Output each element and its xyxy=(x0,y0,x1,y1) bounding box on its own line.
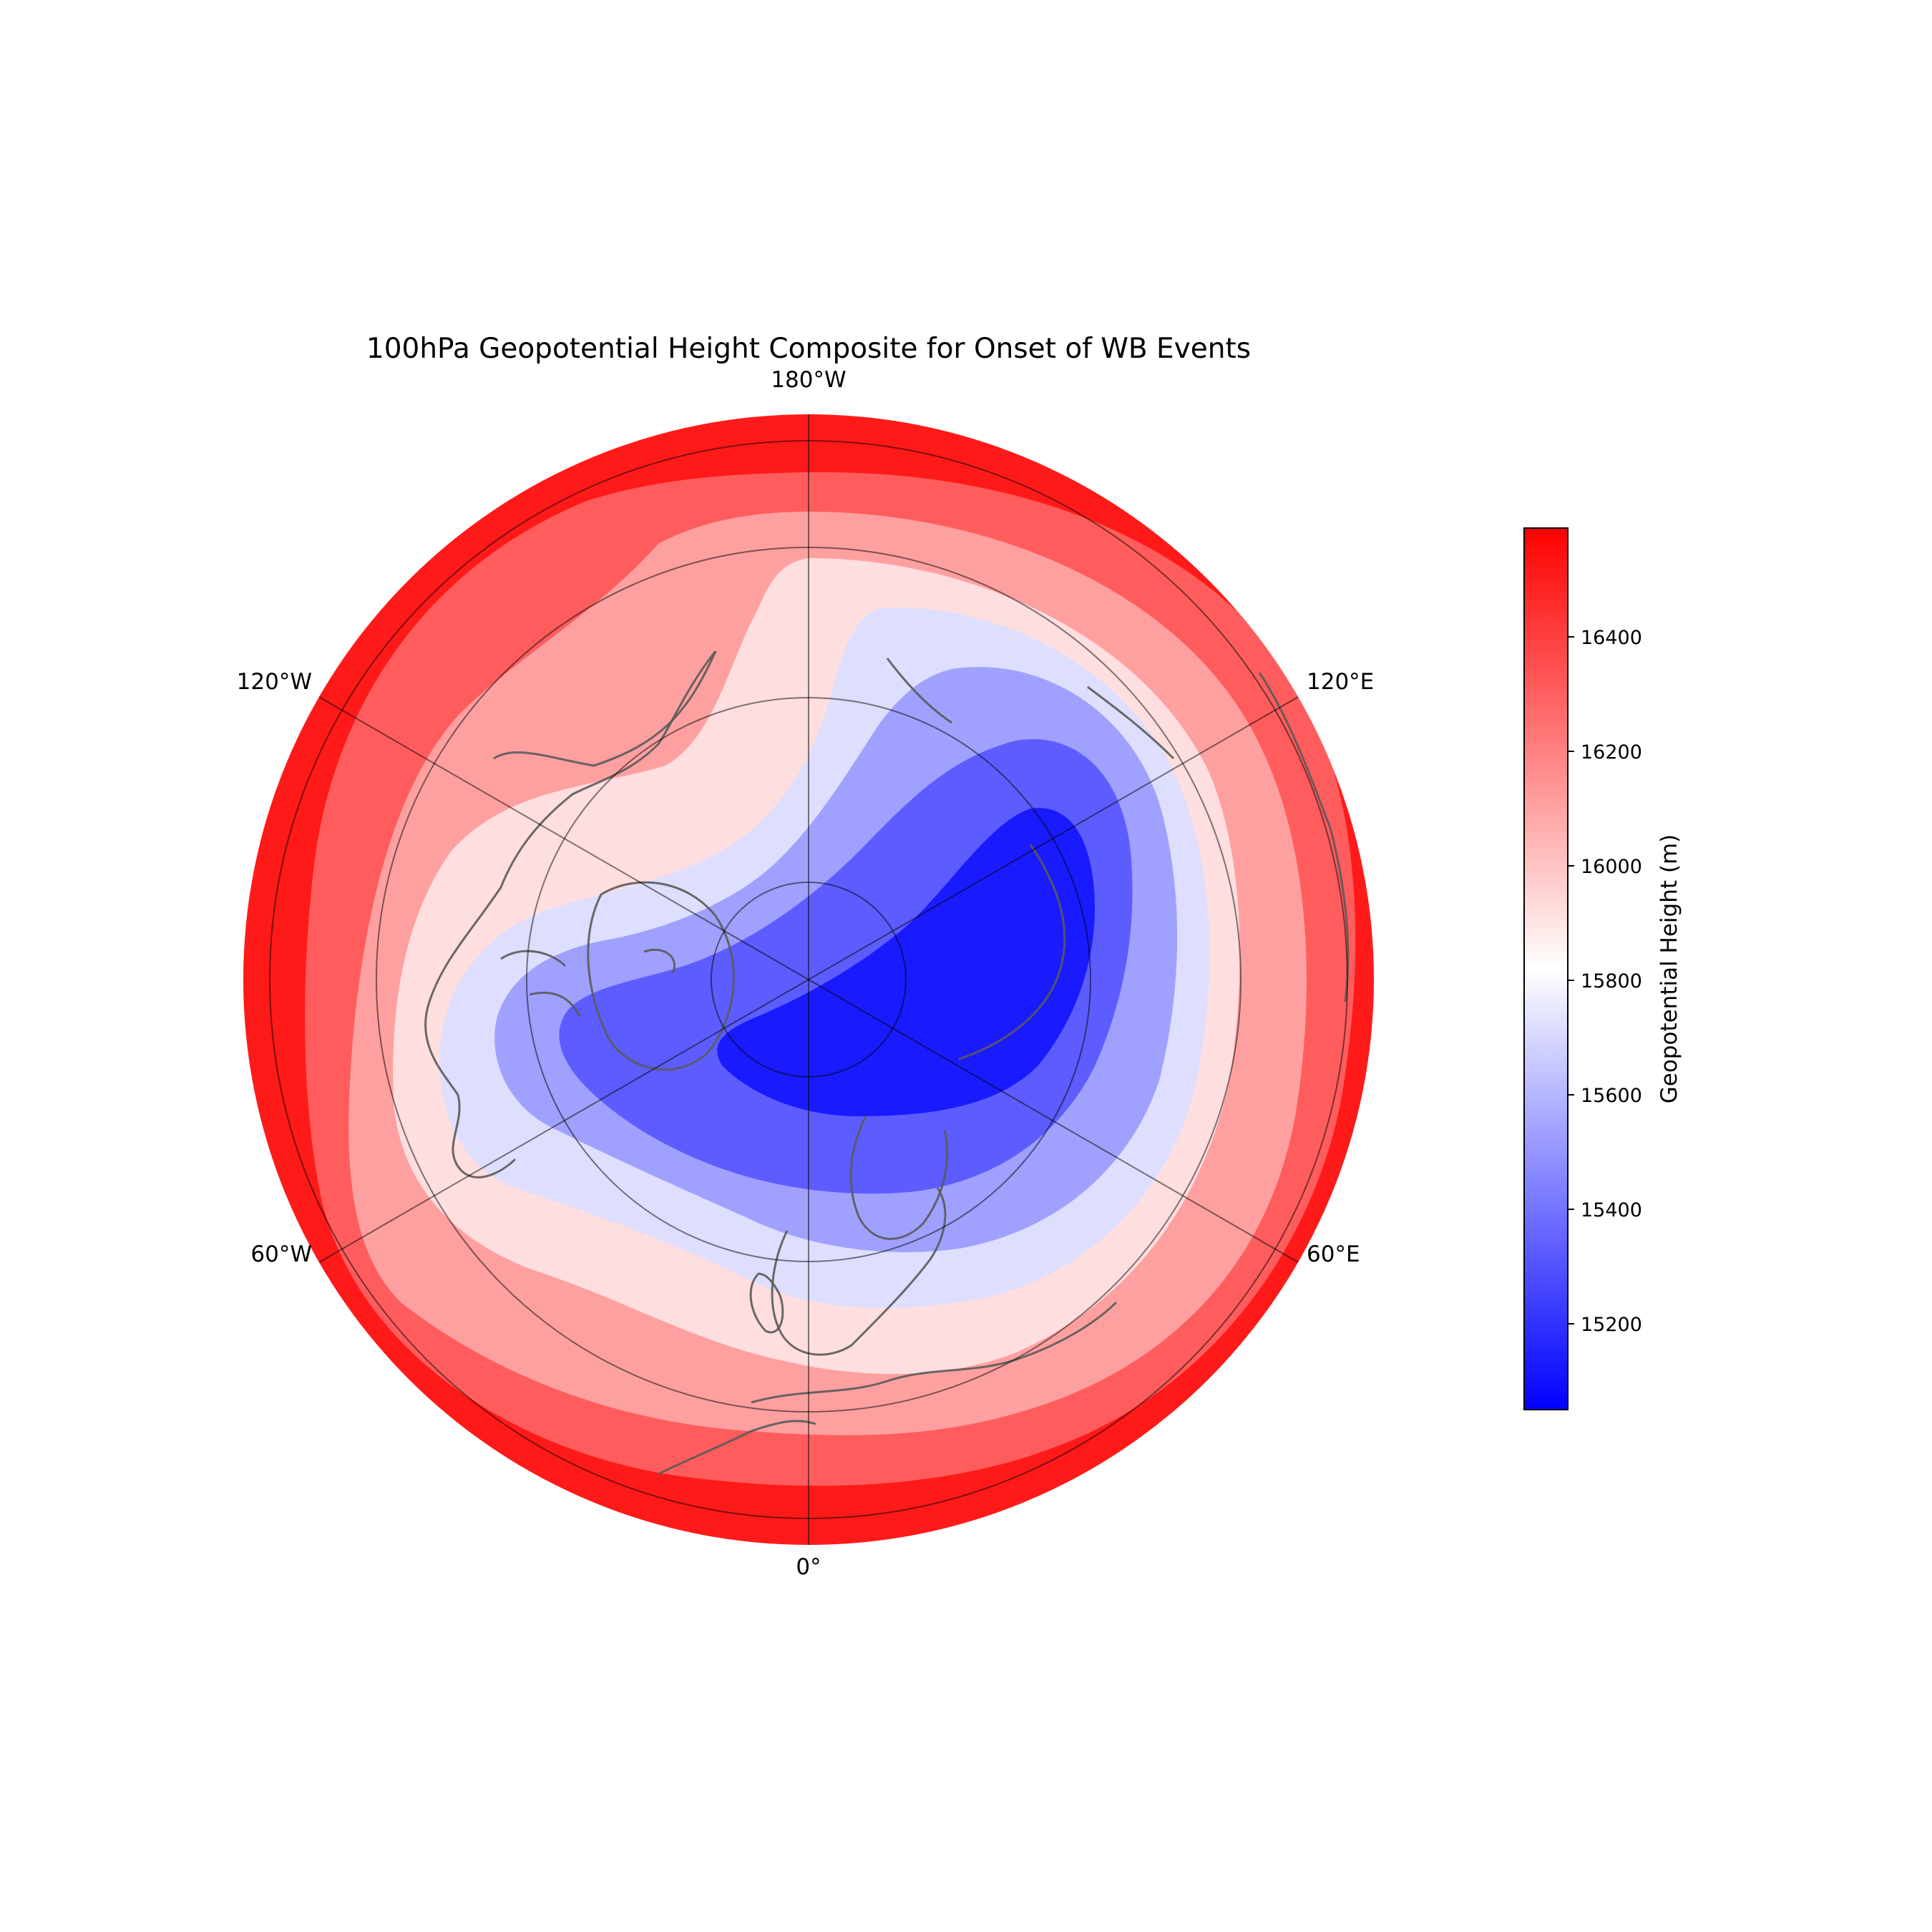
coastlines xyxy=(424,650,1350,1475)
colorbar-tick-label: 15200 xyxy=(1581,1314,1642,1336)
colorbar: 15200 15400 15600 15800 16000 16200 16400 Geop… xyxy=(1523,527,1682,1410)
longitude-labels: 180°W 120°W 120°E 60°W 60°E 0° xyxy=(237,367,1375,1580)
coastline-mediterranean xyxy=(751,1301,1118,1404)
gridlines xyxy=(269,414,1348,1545)
coastline-arctic-canada xyxy=(500,948,676,1017)
coastline-east-asia xyxy=(1258,672,1350,1002)
coastline-greenland xyxy=(587,881,735,1071)
colorbar-gradient xyxy=(1523,527,1568,1410)
colorbar-label: Geopotential Height (m) xyxy=(1657,834,1682,1104)
coastline-europe xyxy=(771,1187,947,1356)
coastline-alaska xyxy=(493,650,717,767)
coastline-north-america xyxy=(424,650,717,1179)
meridian-120 xyxy=(318,696,1299,1263)
lon-label-120W: 120°W xyxy=(237,669,312,695)
coastline-africa xyxy=(658,1420,816,1475)
map-area xyxy=(243,414,1374,1545)
coastline-scandinavia xyxy=(849,1116,949,1240)
coastline-siberia xyxy=(886,658,1175,1060)
coastline-uk xyxy=(749,1272,784,1334)
colorbar-ticks: 15200 15400 15600 15800 16000 16200 16400 xyxy=(1568,627,1642,1336)
colorbar-tick-label: 15800 xyxy=(1581,970,1642,992)
lon-label-120E: 120°E xyxy=(1307,669,1374,695)
lon-label-60W: 60°W xyxy=(250,1241,312,1267)
colorbar-tick-label: 16000 xyxy=(1581,856,1642,878)
lon-label-0: 0° xyxy=(796,1554,821,1580)
chart-title: 100hPa Geopotential Height Composite for… xyxy=(366,333,1251,365)
lon-label-180W: 180°W xyxy=(771,367,846,393)
lon-label-60E: 60°E xyxy=(1307,1241,1360,1267)
colorbar-tick-label: 15400 xyxy=(1581,1199,1642,1221)
colorbar-tick-label: 16200 xyxy=(1581,741,1642,763)
colorbar-tick-label: 15600 xyxy=(1581,1085,1642,1107)
colorbar-tick-label: 16400 xyxy=(1581,627,1642,649)
